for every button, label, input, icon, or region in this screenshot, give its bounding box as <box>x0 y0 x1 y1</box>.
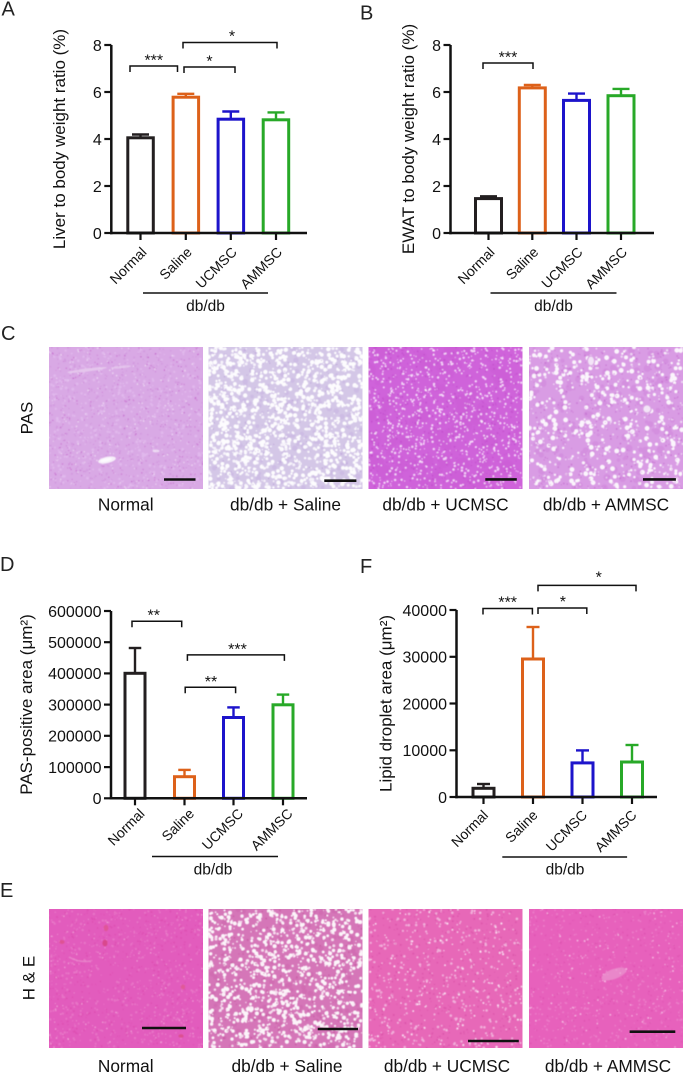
svg-text:Saline: Saline <box>158 805 197 844</box>
svg-text:2: 2 <box>432 179 441 196</box>
svg-text:100000: 100000 <box>48 760 101 777</box>
svg-text:PAS-positive area (μm²): PAS-positive area (μm²) <box>17 614 36 794</box>
svg-text:6: 6 <box>432 85 441 102</box>
svg-text:Normal: Normal <box>98 1056 154 1076</box>
svg-text:AMMSC: AMMSC <box>591 807 639 855</box>
svg-text:PAS: PAS <box>18 402 37 435</box>
svg-text:EWAT to body weight ratio (%): EWAT to body weight ratio (%) <box>399 24 418 254</box>
svg-text:Saline: Saline <box>503 244 542 283</box>
svg-text:*: * <box>560 594 566 611</box>
svg-text:20000: 20000 <box>403 696 448 713</box>
svg-text:***: *** <box>228 641 247 658</box>
svg-text:db/db + UCMSC: db/db + UCMSC <box>384 1056 510 1076</box>
svg-text:***: *** <box>499 50 518 67</box>
svg-text:db/db: db/db <box>546 862 585 879</box>
svg-text:400000: 400000 <box>48 666 101 683</box>
svg-text:Lipid droplet area (μm²): Lipid droplet area (μm²) <box>377 615 396 792</box>
svg-text:Normal: Normal <box>454 244 497 287</box>
svg-text:db/db + Saline: db/db + Saline <box>232 1056 343 1076</box>
svg-text:30000: 30000 <box>403 650 448 667</box>
svg-text:AMMSC: AMMSC <box>582 244 630 292</box>
svg-text:db/db + Saline: db/db + Saline <box>230 495 341 515</box>
svg-text:6: 6 <box>93 85 102 102</box>
svg-text:0: 0 <box>438 790 447 807</box>
svg-text:Saline: Saline <box>156 244 195 283</box>
svg-text:Saline: Saline <box>502 807 541 846</box>
svg-text:200000: 200000 <box>48 729 101 746</box>
svg-text:8: 8 <box>432 38 441 55</box>
svg-text:AMMSC: AMMSC <box>237 244 285 292</box>
svg-text:4: 4 <box>432 132 441 149</box>
svg-text:A: A <box>2 0 16 21</box>
svg-text:UCMSC: UCMSC <box>199 805 247 853</box>
svg-text:Normal: Normal <box>448 807 491 850</box>
svg-text:Liver to body weight ratio (%): Liver to body weight ratio (%) <box>50 29 69 249</box>
svg-text:**: ** <box>205 674 217 691</box>
svg-text:db/db + AMMSC: db/db + AMMSC <box>545 1056 671 1076</box>
svg-text:C: C <box>1 323 15 345</box>
svg-text:B: B <box>360 3 373 25</box>
svg-text:**: ** <box>147 608 159 625</box>
svg-text:300000: 300000 <box>48 697 101 714</box>
svg-text:*: * <box>596 570 602 587</box>
svg-text:4: 4 <box>93 132 102 149</box>
svg-text:2: 2 <box>93 179 102 196</box>
svg-text:600000: 600000 <box>48 604 101 621</box>
svg-text:UCMSC: UCMSC <box>538 244 586 292</box>
svg-text:Normal: Normal <box>98 495 154 515</box>
svg-text:***: *** <box>498 595 517 612</box>
svg-text:500000: 500000 <box>48 635 101 652</box>
svg-text:*: * <box>229 29 235 46</box>
svg-text:0: 0 <box>432 226 441 243</box>
svg-text:***: *** <box>144 53 163 70</box>
svg-text:AMMSC: AMMSC <box>247 805 295 853</box>
svg-text:db/db: db/db <box>534 298 573 315</box>
svg-text:F: F <box>360 556 372 578</box>
svg-text:Normal: Normal <box>104 805 147 848</box>
svg-text:10000: 10000 <box>403 743 448 760</box>
svg-text:E: E <box>0 880 13 902</box>
svg-text:H & E: H & E <box>20 956 39 1000</box>
svg-text:D: D <box>0 554 14 576</box>
svg-text:db/db: db/db <box>194 862 233 879</box>
svg-text:UCMSC: UCMSC <box>192 244 240 292</box>
svg-text:Normal: Normal <box>106 244 149 287</box>
svg-text:UCMSC: UCMSC <box>543 807 591 855</box>
svg-text:40000: 40000 <box>403 603 448 620</box>
svg-text:db/db + AMMSC: db/db + AMMSC <box>543 495 669 515</box>
svg-text:*: * <box>206 54 212 71</box>
svg-text:8: 8 <box>93 38 102 55</box>
svg-text:db/db: db/db <box>186 298 225 315</box>
svg-text:0: 0 <box>93 226 102 243</box>
svg-text:db/db + UCMSC: db/db + UCMSC <box>382 495 508 515</box>
svg-text:0: 0 <box>93 791 102 808</box>
